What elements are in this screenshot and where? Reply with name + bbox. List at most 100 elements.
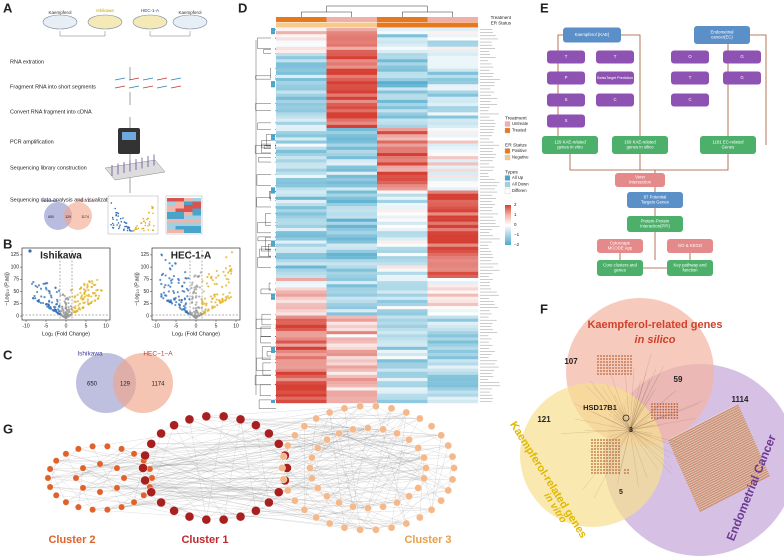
gene-dot (676, 411, 679, 414)
edge (391, 412, 407, 528)
gene-dot (673, 403, 676, 405)
heat-cell (427, 81, 479, 85)
thumb-point (125, 225, 128, 228)
heat-cell (427, 374, 479, 379)
point (172, 291, 176, 295)
gene-dot (670, 417, 673, 419)
heat-cell (427, 99, 479, 104)
thumb-point (126, 229, 129, 232)
gene-dot (618, 358, 620, 360)
heat-cell (377, 146, 428, 151)
thumb-cell (184, 215, 193, 219)
point (90, 300, 93, 303)
heat-cell (276, 353, 327, 357)
gene-dot (630, 367, 632, 369)
y-tick-label: 25 (143, 301, 149, 307)
flow-text: genes in silico (627, 145, 655, 150)
heat-cell (326, 81, 378, 85)
col-dendrogram (301, 5, 453, 17)
point (80, 294, 84, 297)
node (387, 404, 396, 413)
type-cell (271, 134, 275, 138)
edge (151, 443, 317, 518)
heat-cell (377, 368, 428, 372)
link (629, 379, 651, 431)
heat-cell (427, 181, 479, 185)
gene-row (687, 447, 758, 485)
link (606, 407, 631, 431)
point (83, 295, 86, 298)
gene-dot (676, 403, 679, 405)
point (193, 314, 197, 318)
edge (121, 439, 410, 508)
edge (317, 447, 455, 469)
type-cell (271, 240, 275, 244)
edge (338, 433, 453, 480)
gene-dot (618, 460, 620, 462)
point (57, 308, 60, 311)
point (43, 296, 46, 299)
gene-dot (612, 439, 614, 441)
gene-dot (667, 417, 670, 419)
edge (223, 416, 284, 457)
gene-dot (615, 370, 617, 372)
heat-cell (276, 384, 327, 388)
gene-dot (627, 373, 629, 375)
x-tick-label: 0 (65, 323, 68, 329)
heat-cell (276, 399, 327, 404)
point (70, 307, 73, 310)
y-tick-label: 125 (141, 252, 150, 258)
heat-cell (326, 356, 378, 360)
gene-dot (612, 466, 614, 468)
gene-dot (612, 367, 614, 369)
scale-label: −2 (514, 242, 520, 247)
point (207, 285, 210, 288)
link (592, 429, 631, 463)
heat-cell (276, 368, 327, 372)
link (614, 403, 631, 431)
heat-cell (427, 365, 479, 369)
type-cell (271, 337, 275, 341)
type-cell (271, 303, 275, 307)
gene-dot (653, 403, 656, 405)
point (224, 267, 228, 270)
heat-cell (276, 221, 327, 226)
flow-box (627, 192, 683, 208)
heat-cell (377, 171, 428, 176)
type-cell (271, 193, 275, 197)
heat-cell (427, 281, 479, 285)
gene-dot (600, 370, 602, 372)
link (629, 380, 641, 431)
edge (49, 468, 67, 503)
point (55, 303, 58, 306)
thumb-cell (175, 226, 184, 230)
edge (283, 406, 361, 480)
edge (223, 416, 442, 436)
edge (173, 425, 224, 520)
heat-cell (276, 284, 327, 288)
gene-dot (606, 439, 608, 441)
point (170, 281, 173, 284)
gene-dot (603, 472, 605, 474)
point (83, 291, 86, 294)
flow-box (671, 50, 709, 64)
heat-cell (377, 290, 428, 294)
gene-dot (618, 361, 620, 363)
gene-dot (653, 414, 656, 417)
type-cell (271, 368, 275, 372)
point (183, 297, 186, 300)
heat-cell (427, 290, 479, 294)
type-cell (271, 168, 275, 172)
edge (281, 412, 407, 469)
flow-box (667, 260, 713, 276)
node (420, 453, 428, 462)
thumb-point (115, 214, 117, 217)
point (171, 264, 174, 267)
node (325, 408, 334, 417)
edge (145, 439, 328, 481)
legend-swatch (504, 121, 511, 127)
point (182, 305, 186, 308)
heat-cell (276, 146, 327, 151)
heat-cell (427, 237, 479, 241)
